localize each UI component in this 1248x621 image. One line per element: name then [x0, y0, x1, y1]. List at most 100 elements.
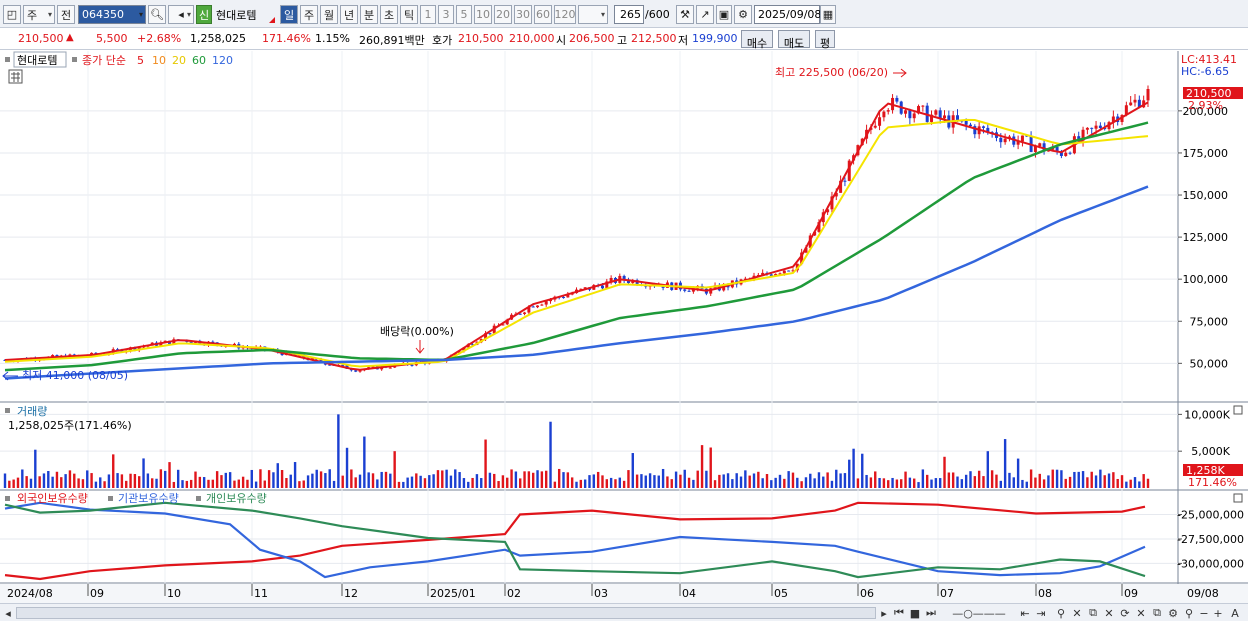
volume-bar	[605, 479, 609, 488]
window-menu-icon[interactable]: ◰	[3, 5, 21, 24]
first-page-icon[interactable]: ⏮	[894, 606, 904, 619]
cross-icon-2[interactable]: ✕	[1104, 606, 1114, 620]
institution-legend: 기관보유수량	[118, 492, 179, 505]
volume-panel-close-icon[interactable]	[1233, 405, 1243, 415]
candle-body	[55, 355, 59, 357]
cross-icon[interactable]: ✕	[1072, 606, 1082, 620]
volume-bar	[752, 473, 756, 488]
stop-icon[interactable]: ■	[909, 606, 921, 620]
period-month[interactable]: 월	[320, 5, 338, 24]
volume-bar	[835, 469, 838, 488]
volume-bar	[337, 414, 340, 488]
copy-icon-2[interactable]: ⧉	[1153, 606, 1161, 619]
volume-bar	[237, 479, 240, 488]
date-input[interactable]: 2025/09/08	[754, 5, 821, 24]
candle-body	[917, 106, 921, 114]
buy-button[interactable]: 매수	[741, 30, 773, 50]
scroll-right-icon[interactable]: ▸	[881, 606, 887, 620]
candle-body	[1137, 99, 1141, 108]
volume-bar	[151, 478, 154, 488]
candle-body	[839, 180, 843, 193]
volume-bar	[311, 473, 314, 488]
volume-bar	[553, 481, 557, 488]
interval-20[interactable]: 20	[494, 5, 512, 24]
zoom-slider[interactable]: —○———	[952, 606, 1006, 620]
drawing-icon[interactable]: ↗	[696, 5, 714, 24]
volume-bar	[1142, 474, 1145, 488]
zoom-out-icon[interactable]: ⇤	[1020, 606, 1030, 620]
period-year[interactable]: 년	[340, 5, 358, 24]
save-icon[interactable]: ▣	[716, 5, 732, 24]
chart-tools-icon[interactable]: ⚒	[676, 5, 694, 24]
candle-body	[878, 117, 882, 126]
candle-body	[531, 306, 535, 308]
gear-icon[interactable]: ⚙	[734, 5, 752, 24]
zoom-in-icon[interactable]: ⇥	[1036, 606, 1046, 620]
interval-3[interactable]: 3	[438, 5, 454, 24]
search-icon[interactable]: 🔍︎	[148, 5, 166, 24]
stock-legend-box[interactable]	[13, 51, 67, 68]
interval-60[interactable]: 60	[534, 5, 552, 24]
chart-svg[interactable]: 현대로템 종가 단순 5 10 20 60 120 최고 225,500 (06…	[0, 51, 1248, 603]
ma60-legend: 60	[192, 54, 206, 67]
volume-bar	[510, 469, 513, 488]
volume-bar	[977, 470, 981, 488]
period-second[interactable]: 초	[380, 5, 398, 24]
interval-custom-select[interactable]	[578, 5, 608, 24]
stock-code-input[interactable]: 064350	[78, 5, 146, 24]
stock-code-dropdown-icon[interactable]: ▾	[138, 10, 143, 19]
copy-icon[interactable]: ⧉	[1089, 606, 1097, 619]
search-zoom-icon[interactable]: ⚲	[1184, 606, 1194, 620]
gear-small-icon[interactable]: ⚙	[1168, 606, 1178, 620]
volume-bar	[81, 479, 85, 488]
interval-10[interactable]: 10	[474, 5, 492, 24]
sound-icon[interactable]: ◂	[168, 5, 194, 24]
volume-bar	[506, 477, 509, 488]
sell-button[interactable]: 매도	[778, 30, 810, 50]
dividend-arrow-icon	[415, 340, 425, 354]
scroll-left-icon[interactable]: ◂	[5, 606, 11, 620]
candle-body	[549, 299, 553, 302]
volume-bar	[947, 472, 951, 488]
bottom-scrollbar[interactable]: ◂ ▸ ⏮ ■ ⏭ —○——— ⇤ ⇥ ⚲ ✕ ⧉ ✕ ⟳ ✕ ⧉ ⚙ ⚲ − …	[0, 603, 1248, 621]
refresh-icon[interactable]: ⟳	[1120, 606, 1130, 620]
period-type-select[interactable]: 주	[23, 5, 55, 24]
volume-bar	[800, 481, 803, 488]
plus-icon[interactable]: +	[1213, 606, 1223, 620]
volume-bar	[648, 473, 652, 488]
calendar-icon[interactable]: ▦	[820, 5, 836, 24]
volume-bar	[315, 469, 318, 488]
volume-bar	[822, 476, 825, 488]
interval-1[interactable]: 1	[420, 5, 436, 24]
candle-body	[600, 285, 604, 289]
candle-body	[626, 280, 630, 284]
period-minute[interactable]: 분	[360, 5, 378, 24]
interval-30[interactable]: 30	[514, 5, 532, 24]
interval-5[interactable]: 5	[456, 5, 472, 24]
minus-icon[interactable]: −	[1199, 606, 1209, 620]
interval-120[interactable]: 120	[554, 5, 576, 24]
cross-icon-3[interactable]: ✕	[1136, 606, 1146, 620]
candle-body	[471, 344, 475, 346]
search-small-icon[interactable]: ⚲	[1056, 606, 1066, 620]
volume-axis: 10,000K 5,000K	[1178, 408, 1231, 458]
volume-bar	[428, 475, 431, 488]
prev-button[interactable]: 전	[57, 5, 75, 24]
holdings-panel-close-icon[interactable]	[1233, 493, 1243, 503]
font-size-icon[interactable]: A	[1231, 606, 1239, 620]
holdings-series	[4, 501, 1146, 581]
period-week[interactable]: 주	[300, 5, 318, 24]
period-tick[interactable]: 틱	[400, 5, 418, 24]
count-input[interactable]: 265	[614, 5, 644, 24]
period-day[interactable]: 일	[280, 5, 298, 24]
avg-button[interactable]: 평	[815, 30, 835, 50]
volume-bar	[774, 477, 777, 488]
volume-bar	[1021, 479, 1024, 488]
volume-bar	[112, 454, 115, 488]
scroll-track[interactable]	[16, 607, 876, 619]
ma120-legend: 120	[212, 54, 233, 67]
candle-body	[843, 180, 847, 182]
last-page-icon[interactable]: ⏭	[926, 606, 936, 619]
volume-legend-value: 1,258,025주(171.46%)	[8, 419, 132, 432]
grid-toggle-icon[interactable]	[8, 69, 23, 84]
